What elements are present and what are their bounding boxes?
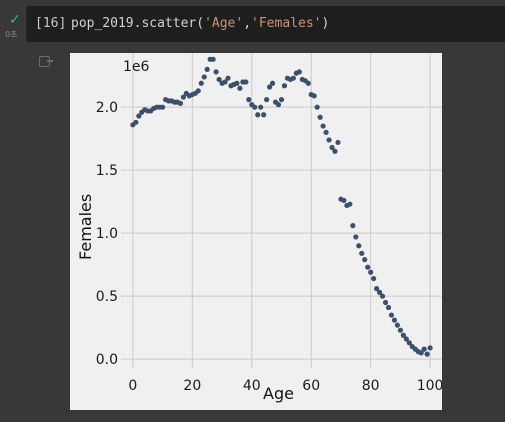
- y-tick-label: 0.5: [96, 289, 118, 305]
- data-point: [406, 340, 412, 346]
- y-tick-label: 1.5: [96, 163, 118, 179]
- data-point: [278, 97, 285, 103]
- data-point: [356, 243, 362, 249]
- checkmark-icon: ✓: [9, 12, 21, 28]
- data-point: [177, 100, 184, 106]
- data-point: [210, 56, 216, 62]
- data-point: [332, 148, 338, 154]
- data-point: [374, 286, 380, 292]
- data-point: [368, 269, 374, 275]
- code-string-age: 'Age': [204, 16, 244, 31]
- data-point: [397, 327, 403, 333]
- data-point: [350, 223, 356, 229]
- data-point: [195, 88, 201, 94]
- x-tick-label: 80: [362, 378, 380, 394]
- data-point: [317, 114, 323, 120]
- data-point: [403, 336, 409, 342]
- data-point: [243, 79, 249, 85]
- data-point: [314, 104, 320, 110]
- data-point: [379, 293, 386, 299]
- cell-gutter: ✓ 0초: [0, 0, 28, 422]
- y-tick-label: 0.0: [96, 352, 118, 368]
- data-point: [160, 104, 166, 110]
- data-point: [427, 345, 433, 351]
- data-point: [347, 201, 353, 207]
- data-point: [320, 123, 326, 129]
- code-cell-editor[interactable]: [16] pop_2019.scatter('Age','Females'): [26, 6, 505, 42]
- data-point: [204, 66, 210, 72]
- code-string-females: 'Females': [251, 16, 322, 31]
- y-offset-label: 1e6: [123, 59, 150, 75]
- data-point: [418, 350, 424, 356]
- data-point: [388, 312, 395, 318]
- execution-time: 0초: [5, 30, 18, 39]
- data-point: [391, 317, 398, 323]
- data-point: [362, 257, 368, 263]
- x-tick-label: 0: [128, 378, 137, 394]
- data-point: [198, 80, 204, 86]
- data-point: [296, 69, 302, 75]
- y-tick-label: 1.0: [96, 226, 118, 242]
- output-toggle-icon[interactable]: [39, 56, 53, 67]
- y-tick-label: 2.0: [96, 100, 118, 116]
- data-point: [133, 119, 139, 125]
- data-point: [267, 84, 273, 90]
- data-point: [201, 74, 207, 80]
- x-tick-label: 60: [302, 378, 320, 394]
- code-separator: ,: [243, 16, 252, 31]
- data-point: [400, 332, 406, 338]
- data-point: [275, 102, 282, 108]
- data-point: [258, 104, 264, 110]
- x-tick-label: 100: [417, 378, 442, 394]
- data-point: [290, 75, 296, 81]
- data-point: [335, 139, 341, 146]
- data-point: [305, 80, 311, 86]
- data-point: [237, 85, 243, 91]
- data-point: [421, 346, 427, 352]
- data-point: [376, 289, 383, 295]
- data-point: [341, 197, 347, 204]
- data-point: [323, 129, 329, 135]
- code-close-paren: ): [321, 16, 330, 31]
- x-tick-label: 20: [183, 378, 201, 394]
- data-point: [424, 351, 430, 357]
- data-point: [180, 94, 187, 100]
- data-point: [394, 322, 401, 328]
- data-point: [222, 79, 228, 85]
- data-point: [246, 97, 252, 103]
- data-point: [234, 80, 240, 86]
- data-point: [225, 75, 231, 81]
- data-point: [359, 250, 365, 256]
- data-point: [326, 137, 332, 143]
- data-point: [252, 104, 258, 110]
- data-point: [385, 304, 392, 311]
- data-point: [213, 69, 219, 75]
- data-point: [261, 112, 267, 118]
- data-point: [329, 144, 335, 151]
- code-line[interactable]: pop_2019.scatter('Age','Females'): [71, 16, 329, 32]
- data-point: [311, 93, 317, 99]
- data-point: [216, 76, 222, 83]
- data-point: [264, 97, 270, 103]
- data-point: [382, 299, 389, 306]
- x-axis-label: Age: [263, 384, 294, 403]
- y-axis-label: Females: [76, 194, 95, 260]
- scatter-plot: 0 20 40 60 80 100 0.0 0.5 1.0 1.5 2.0 Age Females 1e…: [70, 53, 442, 410]
- data-point: [353, 234, 359, 240]
- data-point: [269, 80, 276, 86]
- x-tick-label: 40: [243, 378, 261, 394]
- data-point: [281, 83, 288, 89]
- data-point: [371, 275, 377, 282]
- code-call: pop_2019.scatter(: [71, 16, 205, 31]
- execution-count: [16]: [35, 16, 67, 31]
- scatter-plot-svg: 0 20 40 60 80 100 0.0 0.5 1.0 1.5 2.0 Age Females 1e…: [76, 53, 442, 403]
- data-point: [136, 113, 142, 119]
- data-point: [365, 264, 371, 270]
- data-point: [255, 112, 261, 118]
